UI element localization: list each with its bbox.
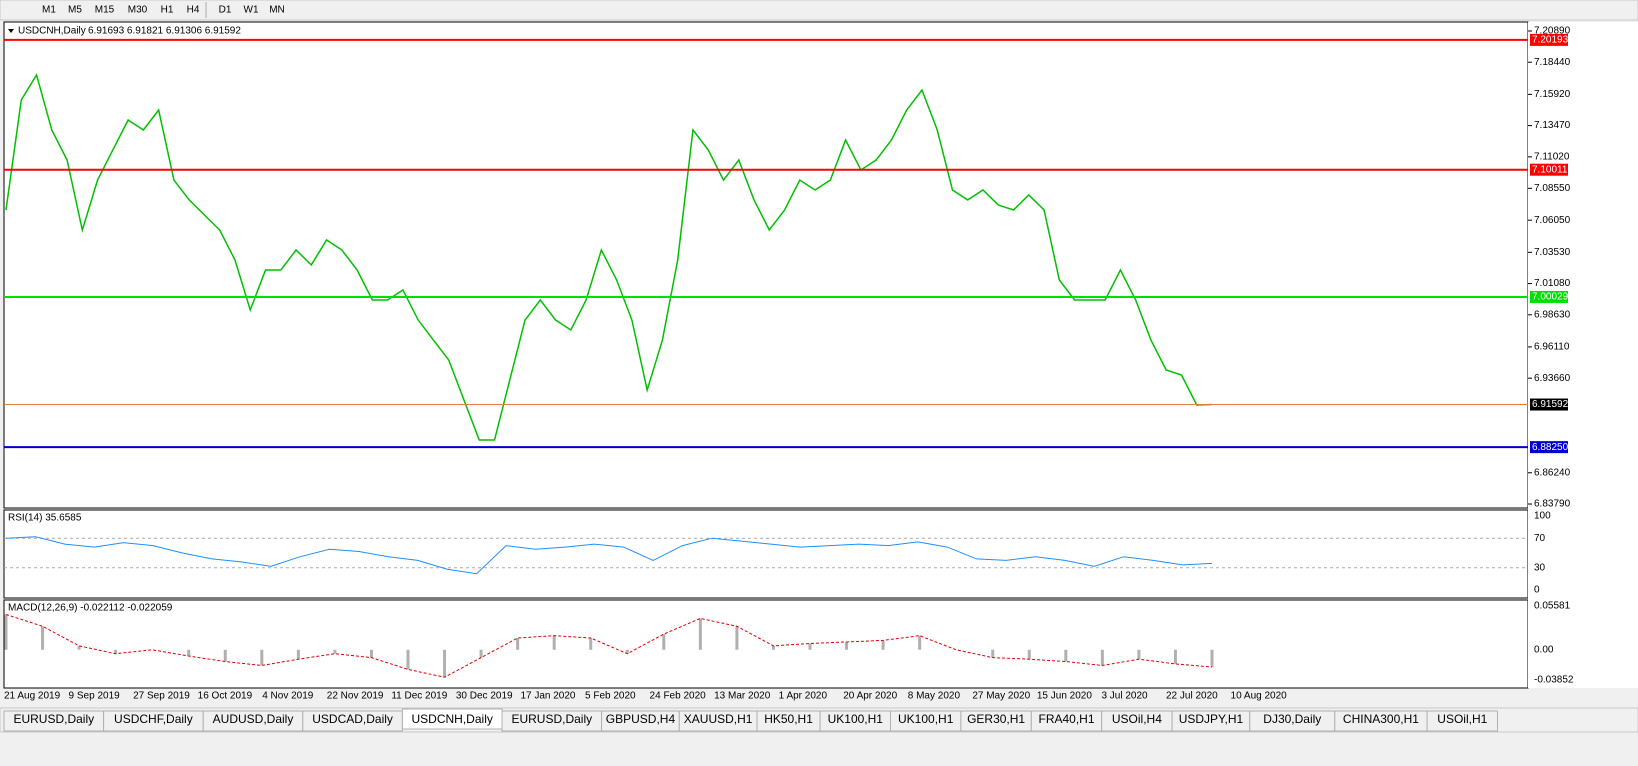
- menu-arrow[interactable]: [8, 29, 14, 33]
- timeframe-button[interactable]: M1: [42, 5, 56, 16]
- price-tick-label: 6.86240: [1534, 467, 1571, 478]
- price-line: [5, 73, 1213, 441]
- price-tick-label: 7.01080: [1534, 278, 1571, 289]
- timeframe-button[interactable]: D1: [219, 5, 232, 16]
- date-label: 13 Mar 2020: [714, 691, 771, 702]
- tab-label[interactable]: AUDUSD,Daily: [213, 712, 294, 726]
- tab[interactable]: [1426, 710, 1498, 732]
- date-label: 5 Feb 2020: [585, 691, 636, 702]
- price-tick-label: 7.13470: [1534, 120, 1571, 131]
- tab-label[interactable]: USDJPY,H1: [1179, 712, 1244, 726]
- date-label: 21 Aug 2019: [4, 691, 61, 702]
- tab-label[interactable]: GER30,H1: [967, 712, 1025, 726]
- timeframe-button[interactable]: M5: [68, 5, 82, 16]
- level-label: 7.00029: [1532, 292, 1569, 303]
- date-label: 24 Feb 2020: [650, 691, 707, 702]
- level-tag: [1530, 33, 1568, 46]
- price-tick-label: 7.18440: [1534, 57, 1571, 68]
- date-label: 9 Sep 2019: [69, 691, 121, 702]
- tab-label[interactable]: GBPUSD,H4: [606, 712, 676, 726]
- date-label: 1 Apr 2020: [779, 691, 828, 702]
- toolbar: [0, 0, 1638, 21]
- tab-label[interactable]: USDCAD,Daily: [312, 712, 393, 726]
- tab-label[interactable]: XAUUSD,H1: [684, 712, 753, 726]
- level-tag: [1530, 163, 1568, 176]
- timeframe-button[interactable]: M30: [128, 5, 148, 16]
- date-label: 10 Aug 2020: [1231, 691, 1288, 702]
- tab-label[interactable]: UK100,H1: [898, 712, 954, 726]
- price-tick-label: 6.98630: [1534, 309, 1571, 320]
- tab-label[interactable]: USDCNH,Daily: [412, 712, 493, 726]
- price-tick-label: 7.11020: [1534, 151, 1570, 162]
- price-tick-label: 7.06050: [1534, 215, 1571, 226]
- level-tag: [1530, 398, 1568, 411]
- rsi-line: [5, 536, 1213, 575]
- tab-label[interactable]: CHINA300,H1: [1343, 712, 1419, 726]
- tab-label[interactable]: HK50,H1: [764, 712, 813, 726]
- ohlc: 6.91693 6.91821 6.91306 6.91592: [88, 26, 241, 37]
- price-tick-label: 6.93660: [1534, 373, 1571, 384]
- rsi-tick-label: 70: [1534, 533, 1546, 544]
- macd-label: MACD(12,26,9) -0.022112 -0.022059: [8, 603, 173, 614]
- macd-tick-label: -0.03852: [1534, 675, 1574, 686]
- date-label: 17 Jan 2020: [520, 691, 575, 702]
- level-label: 6.88250: [1532, 442, 1569, 453]
- timeframe-button[interactable]: MN: [269, 5, 285, 16]
- price-tick-label: 7.03530: [1534, 247, 1571, 258]
- date-label: 30 Dec 2019: [456, 691, 513, 702]
- date-label: 20 Apr 2020: [843, 691, 897, 702]
- tab-label[interactable]: FRA40,H1: [1038, 712, 1094, 726]
- tab-label[interactable]: USDCHF,Daily: [114, 712, 193, 726]
- tab-label[interactable]: EURUSD,Daily: [511, 712, 592, 726]
- rsi-tick-label: 30: [1534, 562, 1546, 573]
- timeframe-button[interactable]: M15: [95, 5, 115, 16]
- tab-label[interactable]: UK100,H1: [828, 712, 884, 726]
- date-label: 27 Sep 2019: [133, 691, 190, 702]
- rsi-panel: [3, 509, 1529, 599]
- macd-signal: [5, 614, 1213, 678]
- date-label: 16 Oct 2019: [198, 691, 253, 702]
- date-label: 15 Jun 2020: [1037, 691, 1092, 702]
- main-panel: [3, 21, 1529, 509]
- tab-label[interactable]: USOil,H4: [1112, 712, 1162, 726]
- date-label: 8 May 2020: [908, 691, 961, 702]
- date-label: 27 May 2020: [972, 691, 1030, 702]
- macd-panel: [3, 599, 1529, 689]
- price-axis: [1528, 22, 1638, 688]
- level-label: 6.91592: [1532, 399, 1569, 410]
- symbol: USDCNH,Daily: [18, 26, 86, 37]
- price-tick-label: 7.20890: [1534, 26, 1571, 37]
- date-label: 11 Dec 2019: [391, 691, 447, 702]
- rsi-tick-label: 0: [1534, 585, 1540, 596]
- timeframe-button[interactable]: W1: [244, 5, 259, 16]
- rsi-label: RSI(14) 35.6585: [8, 513, 82, 524]
- timeframe-button[interactable]: H1: [161, 5, 174, 16]
- level-tag: [1530, 290, 1568, 303]
- rsi-tick-label: 100: [1534, 511, 1551, 522]
- date-label: 22 Nov 2019: [327, 691, 384, 702]
- price-tick-label: 6.83790: [1534, 499, 1571, 510]
- date-label: 4 Nov 2019: [262, 691, 314, 702]
- level-label: 7.10011: [1532, 164, 1568, 175]
- tab-label[interactable]: USOil,H1: [1437, 712, 1487, 726]
- macd-tick-label: 0.05581: [1534, 601, 1571, 612]
- level-tag: [1530, 441, 1568, 454]
- price-tick-label: 6.96110: [1534, 342, 1570, 353]
- timeframe-button[interactable]: H4: [187, 5, 200, 16]
- price-tick-label: 7.15920: [1534, 89, 1571, 100]
- tab-label[interactable]: DJ30,Daily: [1263, 712, 1321, 726]
- level-label: 7.20193: [1532, 35, 1569, 46]
- price-tick-label: 7.08550: [1534, 183, 1571, 194]
- date-label: 3 Jul 2020: [1101, 691, 1148, 702]
- tab-label[interactable]: EURUSD,Daily: [13, 712, 94, 726]
- macd-tick-label: 0.00: [1534, 644, 1554, 655]
- date-label: 22 Jul 2020: [1166, 691, 1218, 702]
